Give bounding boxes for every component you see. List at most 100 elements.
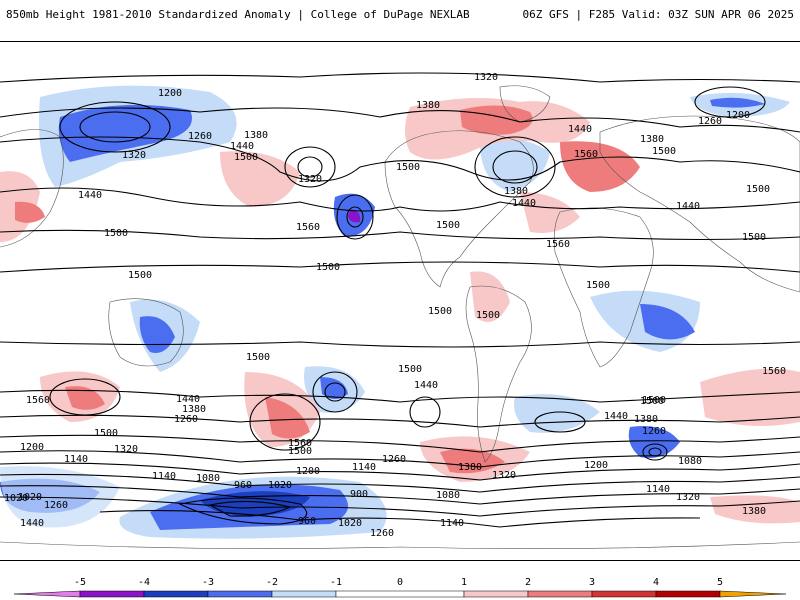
contour-1320-south bbox=[0, 450, 800, 468]
contour-label: 1440 bbox=[414, 380, 438, 391]
colorbar-svg: -5 -4 -3 -2 -1 0 1 2 3 4 5 bbox=[13, 577, 787, 598]
contour-label: 1440 bbox=[230, 141, 254, 152]
colorbar-tick-label: -1 bbox=[330, 577, 342, 588]
north-america-coast bbox=[384, 130, 534, 288]
contour-label: 1380 bbox=[458, 462, 482, 473]
contour-1500-south bbox=[0, 389, 800, 403]
colorbar-swatch-pos3 bbox=[591, 590, 657, 598]
contour-label: 1440 bbox=[604, 411, 628, 422]
contour-label: 1020 bbox=[338, 518, 362, 529]
colorbar-tick-label: -5 bbox=[74, 577, 86, 588]
contour-label: 1440 bbox=[78, 190, 102, 201]
map-title: 850mb Height 1981-2010 Standardized Anom… bbox=[6, 8, 470, 21]
contour-label-layer: 1200 1320 1380 1260 1320 1440 1500 1320 … bbox=[4, 72, 786, 539]
contour-label: 1380 bbox=[416, 100, 440, 111]
contour-label: 1380 bbox=[504, 186, 528, 197]
contour-low-south-atlantic bbox=[409, 396, 441, 428]
anomaly-south-atlantic-pos-core bbox=[440, 448, 505, 474]
contour-label: 1320 bbox=[474, 72, 498, 83]
contour-label: 1080 bbox=[196, 473, 220, 484]
contour-label: 900 bbox=[350, 489, 368, 500]
height-contours bbox=[0, 72, 800, 528]
contour-label: 1140 bbox=[152, 471, 176, 482]
colorbar-swatch-neg1 bbox=[271, 590, 337, 598]
contour-960-south bbox=[178, 497, 308, 525]
colorbar-tick-label: 4 bbox=[653, 577, 659, 588]
colorbar-swatch-neg3 bbox=[143, 590, 209, 598]
south-america-coast bbox=[465, 285, 532, 463]
contour-low-hudson-inner bbox=[492, 150, 538, 184]
contour-label: 1380 bbox=[182, 404, 206, 415]
contour-label: 1260 bbox=[642, 426, 666, 437]
contour-low-north-pacific bbox=[284, 146, 336, 188]
contour-900-south bbox=[208, 500, 292, 517]
contour-low-pacific bbox=[59, 101, 171, 153]
contour-label: 1200 bbox=[20, 442, 44, 453]
contour-label: 1140 bbox=[64, 454, 88, 465]
contour-low-siberia bbox=[694, 86, 766, 118]
contour-low-pacific-inner bbox=[79, 111, 151, 143]
anomaly-north-pacific-neg-core bbox=[58, 104, 192, 162]
contour-low-hudson bbox=[474, 136, 556, 198]
contour-low-indian-inner bbox=[648, 447, 662, 457]
colorbar-swatch-pos4 bbox=[655, 590, 721, 598]
colorbar-swatch-neg2 bbox=[207, 590, 273, 598]
contour-label: 1380 bbox=[634, 414, 658, 425]
contour-1380-south bbox=[0, 434, 800, 453]
colorbar-tick-label: 2 bbox=[525, 577, 531, 588]
contour-label: 1440 bbox=[176, 394, 200, 405]
contour-high-east-pacific-south bbox=[49, 378, 121, 416]
contour-label: 1260 bbox=[188, 131, 212, 142]
anomaly-atlantic-east-pos bbox=[520, 192, 580, 233]
contour-label: 1500 bbox=[652, 146, 676, 157]
anomaly-south-pacific-pos-core bbox=[265, 397, 310, 439]
contour-label: 1380 bbox=[244, 130, 268, 141]
contour-1440-north bbox=[0, 136, 800, 182]
contour-low-atlantic-inner bbox=[346, 206, 364, 228]
anomaly-atlantic-neg-core bbox=[348, 210, 361, 223]
contour-label: 1320 bbox=[492, 470, 516, 481]
eurasia-coast bbox=[599, 115, 800, 293]
colorbar-tick-label: 0 bbox=[397, 577, 403, 588]
anomaly-map: 1200 1320 1380 1260 1320 1440 1500 1320 … bbox=[0, 41, 800, 561]
contour-label: 1440 bbox=[512, 198, 536, 209]
anomaly-europe-pos bbox=[560, 141, 640, 192]
contour-1080-south bbox=[0, 496, 800, 517]
contour-1020-south bbox=[99, 510, 701, 528]
antarctica-coast bbox=[0, 541, 800, 549]
colorbar-tick-labels: -5 -4 -3 -2 -1 0 1 2 3 4 5 bbox=[74, 577, 723, 588]
contour-label: 1140 bbox=[352, 462, 376, 473]
contour-label: 1320 bbox=[298, 174, 322, 185]
colorbar-tick-label: 3 bbox=[589, 577, 595, 588]
contour-label: 1500 bbox=[246, 352, 270, 363]
contour-label: 1500 bbox=[428, 306, 452, 317]
contour-label: 1080 bbox=[678, 456, 702, 467]
contour-label: 1500 bbox=[742, 232, 766, 243]
asia-west-coast bbox=[0, 129, 64, 248]
australia-coast bbox=[108, 298, 184, 367]
anomaly-africa-east-neg-core bbox=[640, 304, 695, 340]
contour-label: 1500 bbox=[436, 220, 460, 231]
contour-label: 1020 bbox=[18, 492, 42, 503]
colorbar-swatch-pos5 bbox=[719, 590, 787, 598]
colorbar-tick-label: 5 bbox=[717, 577, 723, 588]
contour-1200-south bbox=[0, 473, 800, 493]
contour-1500-tropics-south bbox=[0, 341, 800, 348]
colorbar-tick-label: 1 bbox=[461, 577, 467, 588]
anomaly-southwest-neg-light bbox=[0, 466, 120, 528]
contour-label: 1440 bbox=[676, 201, 700, 212]
contour-label: 1140 bbox=[646, 484, 670, 495]
contour-low-south-atlantic-east bbox=[534, 411, 586, 433]
contour-1560-north bbox=[0, 229, 800, 241]
anomaly-alaska-pos bbox=[15, 201, 45, 223]
anomaly-south-atlantic-neg bbox=[514, 394, 600, 433]
contour-label: 1020 bbox=[268, 480, 292, 491]
colorbar-swatch-neg5 bbox=[13, 590, 81, 598]
contour-label: 1200 bbox=[726, 110, 750, 121]
contour-label: 1500 bbox=[396, 162, 420, 173]
contour-label: 1500 bbox=[288, 446, 312, 457]
run-valid-time: 06Z GFS | F285 Valid: 03Z SUN APR 06 202… bbox=[522, 8, 794, 21]
colorbar-swatch-neg4 bbox=[79, 590, 145, 598]
map-header: 850mb Height 1981-2010 Standardized Anom… bbox=[0, 0, 800, 30]
anomaly-south-pacific-neg-core bbox=[320, 377, 348, 399]
